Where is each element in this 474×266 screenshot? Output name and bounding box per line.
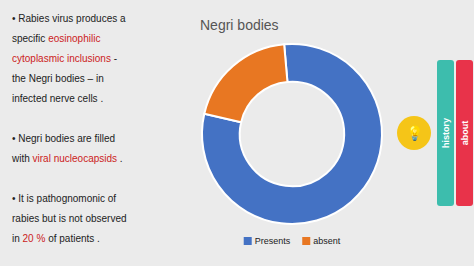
note-text: eosinophilic xyxy=(48,33,100,44)
note-text: specific xyxy=(12,33,48,44)
note-line: infected nerve cells . xyxy=(12,93,103,104)
tab-label: about xyxy=(460,121,470,146)
donut xyxy=(202,44,382,224)
note-text: of patients . xyxy=(45,233,99,244)
note-line: rabies but is not observed xyxy=(12,213,127,224)
legend-swatch xyxy=(302,237,310,245)
badge-icon: 💡 xyxy=(406,125,423,142)
tab: history xyxy=(437,60,454,206)
note-text: rabies but is xyxy=(12,213,69,224)
note-text: in xyxy=(12,233,23,244)
legend: Presents absent xyxy=(244,236,341,246)
donut-slice xyxy=(204,44,287,122)
note-line: the Negri bodies – in xyxy=(12,73,104,84)
note-line: • Negri bodies are filled xyxy=(12,133,115,144)
note-text: with xyxy=(11,153,33,164)
tab-box xyxy=(437,60,454,206)
background xyxy=(0,0,474,266)
legend-item: absent xyxy=(302,236,341,246)
note-text: • Rabies virus produces a xyxy=(12,13,126,24)
note-text: not observed xyxy=(69,213,127,224)
legend-label: absent xyxy=(313,236,341,246)
note-line: • Rabies virus produces a xyxy=(12,13,126,24)
tab-label: history xyxy=(441,118,451,148)
note-text: • It is pathognomonic of xyxy=(12,193,116,204)
note-text: 20 % xyxy=(23,233,46,244)
legend-item: Presents xyxy=(244,236,291,246)
note-text: cytoplasmic inclusions xyxy=(12,53,111,64)
note-line: with viral nucleocapsids . xyxy=(11,153,123,164)
text-panel: • Rabies virus produces a specific eosino… xyxy=(11,13,127,244)
note-line: in 20 % of patients . xyxy=(12,233,100,244)
note-text: the Negri bodies – in xyxy=(12,73,104,84)
tab-box xyxy=(456,60,473,206)
legend-swatch xyxy=(244,237,252,245)
legend-label: Presents xyxy=(255,236,291,246)
note-text: infected nerve cells . xyxy=(12,93,103,104)
chart: • Rabies virus produces a specific eosino… xyxy=(0,0,474,266)
tab: about xyxy=(456,60,473,206)
title: Negri bodies xyxy=(200,17,279,33)
note-line: • It is pathognomonic of xyxy=(12,193,116,204)
badge xyxy=(397,116,431,150)
note-text: - xyxy=(111,53,117,64)
note-text: viral nucleocapsids xyxy=(33,153,118,164)
note-line: specific eosinophilic xyxy=(12,33,100,44)
note-text: . xyxy=(117,153,123,164)
note-text: • Negri bodies are filled xyxy=(12,133,115,144)
donut-slice xyxy=(202,44,382,224)
note-line: cytoplasmic inclusions - xyxy=(12,53,117,64)
